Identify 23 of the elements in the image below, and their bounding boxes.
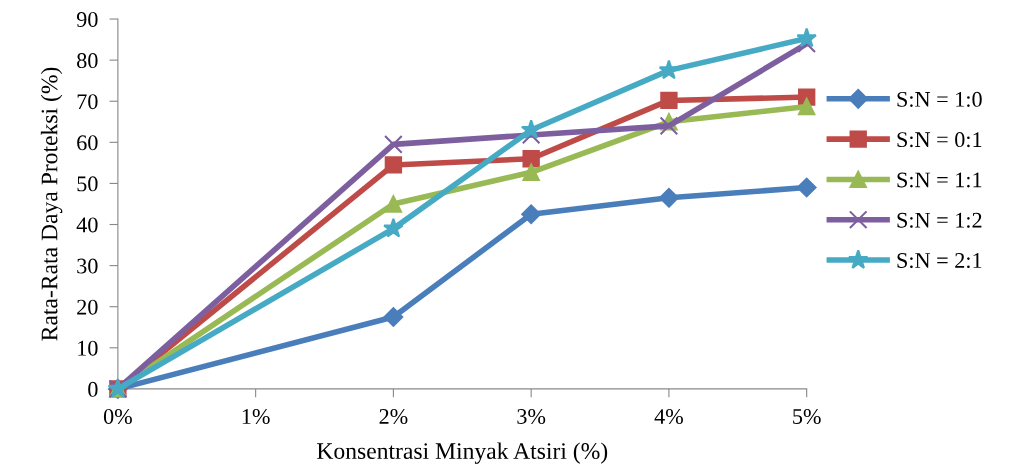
x-tick-label: 0%	[103, 408, 132, 425]
x-tick-label: 3%	[517, 408, 546, 425]
x-tick-label: 1%	[242, 408, 270, 425]
y-tick-label: 50	[77, 176, 98, 192]
legend-label: S:N = 1:1	[897, 172, 982, 188]
legend-label: S:N = 1:0	[897, 91, 982, 107]
y-tick-label: 60	[77, 135, 98, 151]
y-tick-label: 80	[77, 53, 98, 69]
legend-label: S:N = 1:2	[897, 212, 982, 228]
x-tick-label: 4%	[654, 408, 683, 425]
y-tick-label: 90	[76, 11, 98, 27]
y-tick-label: 70	[77, 94, 98, 110]
y-tick-label: 20	[77, 299, 98, 315]
y-tick-label: 30	[77, 258, 98, 274]
x-tick-label: 2%	[379, 408, 408, 425]
legend-label: S:N = 2:1	[897, 253, 982, 269]
x-tick-label: 5%	[793, 408, 821, 425]
legend-label: S:N = 0:1	[897, 132, 982, 148]
y-tick-label: 0	[88, 381, 98, 397]
y-axis-title: Rata-Rata Daya Proteksi (%)	[40, 67, 63, 341]
y-tick-label: 10	[78, 340, 98, 356]
y-tick-label: 40	[76, 217, 98, 233]
x-axis-title: Konsentrasi Minyak Atsiri (%)	[317, 442, 608, 464]
